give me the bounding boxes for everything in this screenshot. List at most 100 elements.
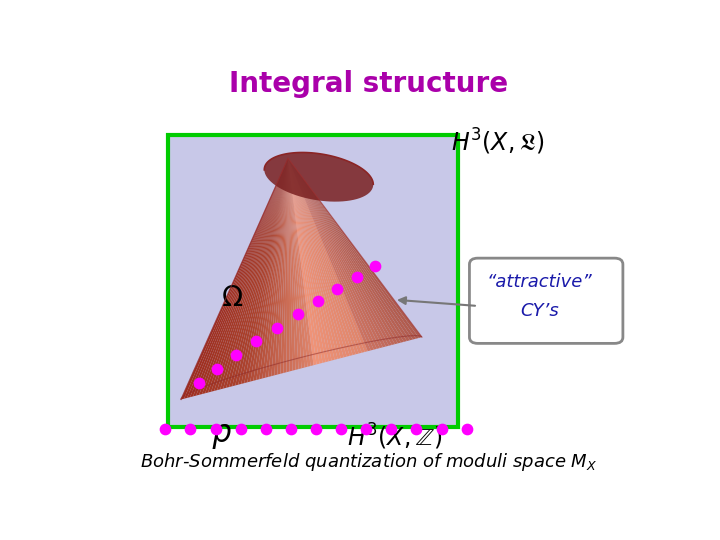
Polygon shape xyxy=(280,158,288,374)
Polygon shape xyxy=(277,158,288,375)
Polygon shape xyxy=(187,158,288,398)
Text: $\Omega$: $\Omega$ xyxy=(221,284,243,312)
Polygon shape xyxy=(288,158,422,338)
Polygon shape xyxy=(288,158,353,356)
Polygon shape xyxy=(288,158,328,362)
Point xyxy=(369,262,380,271)
Polygon shape xyxy=(288,158,292,372)
Polygon shape xyxy=(193,158,288,396)
Polygon shape xyxy=(288,158,380,349)
Point xyxy=(184,425,196,434)
Polygon shape xyxy=(288,158,410,341)
Polygon shape xyxy=(196,158,288,396)
Polygon shape xyxy=(205,158,288,393)
Polygon shape xyxy=(288,158,320,364)
Polygon shape xyxy=(181,158,288,400)
Polygon shape xyxy=(214,158,288,391)
Point xyxy=(461,425,472,434)
Polygon shape xyxy=(288,158,416,340)
Text: $H^3(X,\mathfrak{L})$: $H^3(X,\mathfrak{L})$ xyxy=(451,126,544,157)
Point xyxy=(160,425,171,434)
Point xyxy=(210,425,221,434)
Point xyxy=(212,365,223,374)
Polygon shape xyxy=(251,158,288,382)
Polygon shape xyxy=(217,158,288,390)
Polygon shape xyxy=(288,158,341,359)
Polygon shape xyxy=(288,158,317,365)
Polygon shape xyxy=(288,158,295,370)
Polygon shape xyxy=(288,158,323,363)
Text: $\rho$: $\rho$ xyxy=(211,422,232,451)
FancyBboxPatch shape xyxy=(168,136,459,427)
Polygon shape xyxy=(211,158,288,392)
Polygon shape xyxy=(288,158,299,370)
Point xyxy=(230,350,242,359)
Point xyxy=(436,425,447,434)
Point xyxy=(292,310,303,319)
Polygon shape xyxy=(288,158,377,349)
Polygon shape xyxy=(288,158,368,352)
Polygon shape xyxy=(288,158,386,347)
Polygon shape xyxy=(288,158,347,357)
Polygon shape xyxy=(288,158,389,347)
Polygon shape xyxy=(274,158,288,375)
Polygon shape xyxy=(259,158,288,379)
Text: $H^3(X,\mathbb{Z})$: $H^3(X,\mathbb{Z})$ xyxy=(346,422,441,452)
Polygon shape xyxy=(288,158,407,342)
Polygon shape xyxy=(232,158,288,386)
Polygon shape xyxy=(288,158,361,354)
Polygon shape xyxy=(264,152,373,201)
Text: Bohr-Sommerfeld quantization of moduli space $M_X$: Bohr-Sommerfeld quantization of moduli s… xyxy=(140,451,598,473)
Polygon shape xyxy=(184,158,288,399)
Polygon shape xyxy=(287,158,289,372)
Point xyxy=(336,425,347,434)
Point xyxy=(410,425,422,434)
Polygon shape xyxy=(229,158,288,387)
Polygon shape xyxy=(288,158,371,351)
Point xyxy=(285,425,297,434)
Point xyxy=(193,379,204,387)
Point xyxy=(260,425,271,434)
Point xyxy=(386,425,397,434)
Polygon shape xyxy=(288,158,302,369)
Text: CY’s: CY’s xyxy=(520,302,559,320)
Point xyxy=(312,296,323,305)
Polygon shape xyxy=(288,158,335,361)
Polygon shape xyxy=(220,158,288,389)
Polygon shape xyxy=(288,158,392,346)
Polygon shape xyxy=(288,158,413,340)
Polygon shape xyxy=(288,158,374,350)
Polygon shape xyxy=(288,158,383,348)
Polygon shape xyxy=(288,158,398,344)
FancyBboxPatch shape xyxy=(469,258,623,343)
Polygon shape xyxy=(190,158,288,397)
Polygon shape xyxy=(223,158,288,389)
Point xyxy=(351,273,362,281)
Polygon shape xyxy=(288,158,310,367)
Polygon shape xyxy=(288,158,359,354)
Polygon shape xyxy=(253,158,288,381)
Polygon shape xyxy=(288,158,343,358)
Polygon shape xyxy=(288,158,350,356)
Polygon shape xyxy=(238,158,288,384)
Polygon shape xyxy=(288,158,332,361)
Point xyxy=(271,323,283,332)
Polygon shape xyxy=(199,158,288,395)
Polygon shape xyxy=(288,158,325,363)
Polygon shape xyxy=(288,158,365,353)
Polygon shape xyxy=(266,158,288,377)
Polygon shape xyxy=(262,158,288,379)
Polygon shape xyxy=(208,158,288,393)
Polygon shape xyxy=(284,158,288,373)
Point xyxy=(361,425,372,434)
Polygon shape xyxy=(241,158,288,384)
Point xyxy=(235,425,246,434)
Polygon shape xyxy=(256,158,288,380)
Polygon shape xyxy=(288,158,419,339)
Point xyxy=(310,425,322,434)
Polygon shape xyxy=(202,158,288,394)
Polygon shape xyxy=(288,158,338,360)
Text: “attractive”: “attractive” xyxy=(486,273,592,291)
Polygon shape xyxy=(288,158,404,342)
Polygon shape xyxy=(288,158,401,343)
